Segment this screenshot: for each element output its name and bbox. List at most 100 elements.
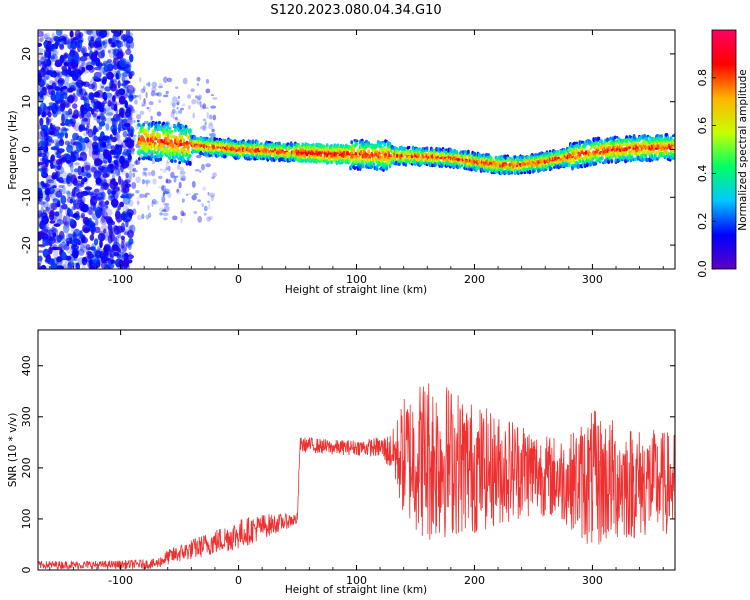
spectrogram-cell	[82, 228, 91, 232]
spectrogram-cell	[115, 169, 121, 176]
spectrogram-cell	[80, 212, 85, 219]
spectrogram-cell	[61, 234, 66, 244]
spectrogram-cell	[217, 149, 221, 152]
spectrogram-cell	[94, 165, 98, 175]
spectrogram-cell	[166, 160, 171, 164]
spectrogram-cell	[158, 207, 165, 213]
spectrogram-cell	[170, 100, 177, 107]
spectrogram-cell	[103, 145, 108, 153]
spectrogram-cell	[100, 113, 104, 118]
spectrogram-cell	[119, 155, 125, 165]
spectrogram-cell	[120, 188, 127, 194]
spectrogram-cell	[110, 198, 119, 208]
spectrogram-cell	[508, 162, 512, 167]
spectrogram-cell	[54, 142, 60, 151]
spectrogram-cell	[120, 83, 128, 87]
spectrogram-cell	[159, 157, 163, 162]
spectrogram-cell	[355, 155, 359, 158]
spectrogram-cell	[90, 61, 96, 65]
spectrogram-cell	[171, 143, 175, 149]
spectrogram-cell	[135, 110, 138, 115]
spectrogram-cell	[54, 40, 59, 50]
spectrogram-cell	[170, 158, 174, 162]
spectrogram-cell	[141, 104, 146, 107]
spectrogram-cell	[605, 142, 608, 147]
spectrogram-cell	[208, 203, 211, 210]
spectrogram-cell	[125, 193, 133, 200]
spectrogram-cell	[46, 118, 52, 123]
spectrogram-cell	[97, 167, 103, 174]
spectrogram-cell	[162, 76, 168, 83]
spectrogram-cell	[542, 166, 546, 171]
spectrogram-cell	[120, 73, 125, 78]
spectrogram-cell	[44, 37, 53, 44]
spectrogram-cell	[146, 146, 150, 152]
spectrogram-cell	[136, 119, 140, 123]
spectrogram-cell	[85, 185, 91, 195]
spectrogram-cell	[130, 70, 135, 77]
spectrogram-cell	[148, 81, 151, 88]
spectrogram-cell	[87, 190, 91, 196]
spectrogram-cell	[58, 39, 64, 48]
spectrogram-cell	[134, 160, 141, 166]
spectrogram-cell	[97, 234, 103, 244]
spectrogram-cell	[39, 265, 44, 269]
spectrogram-cell	[112, 168, 117, 175]
spectrogram-cell	[126, 209, 134, 217]
spectrogram-cell	[38, 212, 41, 218]
spectrogram-cell	[309, 159, 313, 163]
spectrogram-cell	[199, 101, 202, 107]
spectrogram-cell	[113, 159, 119, 163]
spectrogram-cell	[158, 139, 161, 144]
spectrogram-cell	[234, 140, 238, 144]
spectrogram-cell	[69, 87, 76, 92]
spectrogram-cell	[39, 117, 44, 127]
spectrogram-cell	[176, 102, 180, 106]
spectrogram-cell	[205, 163, 211, 168]
spectrogram-cell	[198, 94, 202, 101]
spectrogram-cell	[477, 159, 481, 163]
spectrogram-cell	[367, 149, 371, 154]
spectrogram-cell	[60, 99, 66, 110]
spectrogram-cell	[127, 199, 134, 207]
spectrogram-cell	[154, 123, 158, 129]
spectrogram-cell	[207, 191, 210, 196]
spectrogram-cell	[207, 200, 211, 204]
spectrogram-cell	[151, 86, 157, 93]
spectrogram-cell	[56, 132, 63, 139]
spectrogram-cell	[132, 208, 137, 215]
spectrogram-cell	[126, 84, 135, 94]
spectrogram-cell	[38, 210, 43, 218]
spectrogram-cell	[162, 212, 169, 217]
spectrogram-cell	[104, 60, 113, 71]
spectrogram-cell	[95, 57, 101, 67]
spectrogram-cell	[64, 75, 70, 83]
spectrogram-cell	[421, 160, 425, 165]
spectrogram-cell	[186, 193, 192, 196]
spectrogram-cell	[60, 122, 66, 127]
spectrogram-cell	[38, 59, 43, 67]
spectrogram-cell	[187, 150, 191, 154]
spectrogram-cell	[46, 76, 51, 81]
spectrogram-cell	[210, 194, 215, 202]
spectrogram-cell	[146, 133, 150, 137]
spectrogram-cell	[152, 131, 156, 137]
spectrogram-cell	[573, 141, 576, 146]
spectrogram-cell	[101, 141, 107, 148]
spectrogram-cell	[124, 179, 131, 184]
spectrogram-cell	[108, 38, 113, 45]
spectrogram-cell	[205, 79, 210, 84]
spectrogram-cell	[106, 71, 114, 80]
spectrogram-cell	[460, 164, 464, 167]
spectrogram-cell	[118, 88, 126, 96]
spectrogram-cell	[186, 142, 190, 145]
spectrogram-cell	[156, 146, 159, 151]
spectrogram-cell	[120, 195, 127, 199]
spectrogram-cell	[93, 50, 98, 58]
spectrogram-cell	[120, 34, 128, 41]
spectrogram-cell	[180, 210, 185, 217]
spectrogram-cell	[42, 154, 49, 165]
spectrogram-cell	[125, 39, 131, 49]
spectrogram-cell	[145, 152, 149, 157]
